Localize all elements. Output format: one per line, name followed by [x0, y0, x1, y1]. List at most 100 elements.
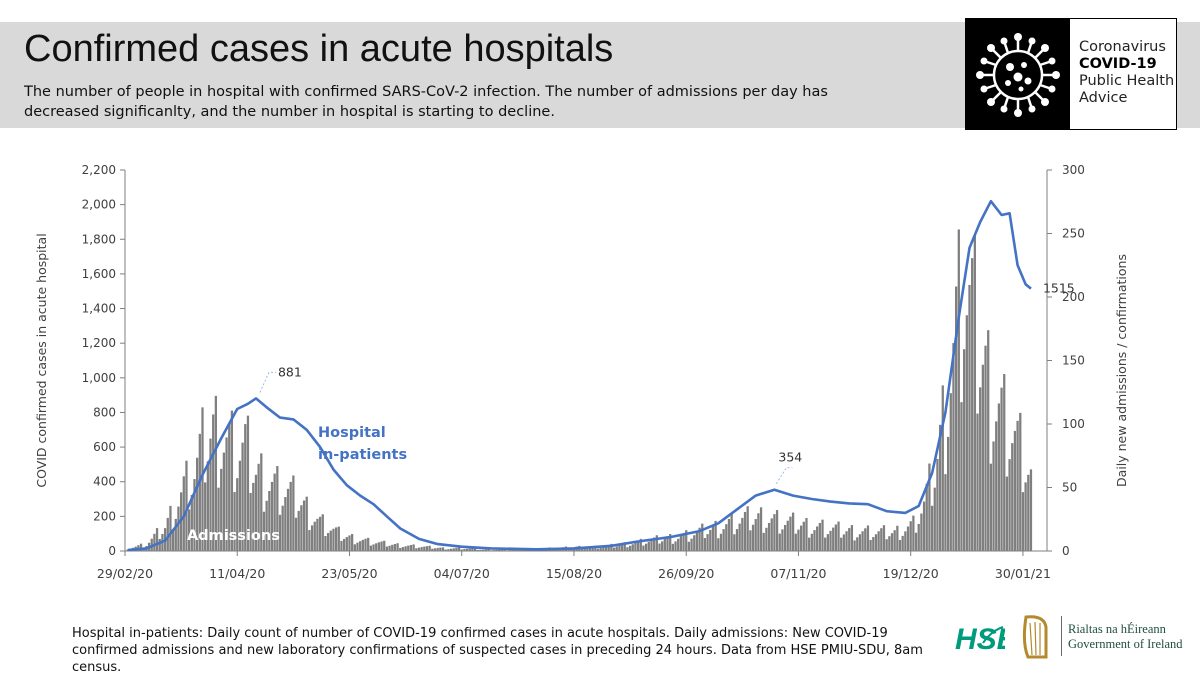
admissions-bar — [222, 452, 226, 551]
admissions-bar — [719, 533, 723, 551]
admissions-bar — [465, 548, 469, 551]
right-y-axis-title: Daily new admissions / confirmations — [1114, 254, 1129, 487]
admissions-bar — [214, 395, 217, 551]
gov-line-english: Government of Ireland — [1068, 637, 1183, 651]
admissions-bar — [361, 539, 364, 551]
admissions-bar — [1005, 476, 1009, 551]
admissions-bar — [631, 544, 634, 551]
admissions-bar — [313, 521, 316, 551]
admissions-bar — [794, 533, 797, 551]
left-y-tick-label: 2,200 — [82, 163, 116, 177]
admissions-bar — [190, 494, 193, 551]
admissions-bar — [481, 549, 485, 551]
admissions-bar — [286, 488, 290, 551]
admissions-bar — [880, 528, 883, 551]
x-tick-label: 04/07/20 — [434, 566, 490, 581]
admissions-bar — [204, 482, 207, 551]
admissions-bar — [666, 536, 669, 551]
admissions-bar — [257, 463, 260, 551]
badge-line-public-health: Public Health — [1079, 73, 1175, 89]
admissions-bar — [407, 545, 410, 551]
admissions-bar — [393, 544, 397, 551]
admissions-bar — [174, 518, 177, 551]
admissions-bar — [388, 545, 391, 551]
admissions-bar — [321, 514, 324, 551]
admissions-bar — [989, 463, 993, 551]
admissions-bar — [914, 532, 918, 551]
admissions-bar — [441, 547, 445, 551]
x-tick-label: 11/04/20 — [209, 566, 265, 581]
admissions-bar — [329, 530, 332, 551]
admissions-bar — [674, 541, 677, 551]
admissions-bar — [981, 364, 984, 551]
admissions-bar — [612, 547, 616, 551]
admissions-bar — [733, 534, 736, 551]
admissions-bar — [808, 537, 811, 551]
admissions-bar — [404, 546, 407, 551]
admissions-bar — [987, 330, 990, 551]
admissions-bar — [1013, 430, 1017, 551]
admissions-bar — [278, 514, 282, 551]
x-tick-label: 19/12/20 — [883, 566, 939, 581]
coronavirus-icon — [966, 19, 1070, 129]
admissions-bar — [433, 548, 437, 551]
badge-text: Coronavirus COVID-19 Public Health Advic… — [1079, 39, 1174, 107]
admissions-bar — [337, 526, 340, 551]
admissions-bar — [738, 523, 741, 551]
admissions-bar — [920, 513, 923, 551]
admissions-bar — [514, 549, 517, 551]
admissions-bar — [1003, 373, 1006, 551]
admissions-bar — [588, 546, 592, 551]
in-patients-line — [127, 199, 1032, 552]
admissions-bar — [580, 548, 584, 551]
x-tick-label: 30/01/21 — [995, 566, 1051, 581]
admissions-bar — [741, 517, 744, 551]
admissions-bar — [289, 481, 292, 551]
admissions-bar — [874, 534, 878, 551]
gov-line-irish: Rialtas na hÉireann — [1068, 622, 1166, 636]
admissions-bar — [965, 315, 968, 551]
admissions-bar — [586, 547, 589, 551]
admissions-bar — [484, 549, 487, 551]
admissions-bar — [661, 541, 664, 551]
admissions-bar — [604, 545, 608, 551]
admissions-bar — [832, 527, 835, 551]
admissions-bar — [778, 533, 781, 551]
admissions-bar — [249, 492, 252, 551]
admissions-bar — [816, 526, 819, 551]
annotation-354-leader — [775, 467, 793, 484]
admissions-bar — [711, 525, 715, 551]
admissions-bar — [639, 538, 642, 551]
admissions-bar — [995, 421, 998, 551]
admissions-bar — [949, 393, 952, 551]
admissions-bar — [898, 540, 902, 551]
admissions-bar — [139, 543, 143, 551]
admissions-bar — [759, 507, 763, 551]
admissions-bar — [294, 517, 298, 551]
admissions-bar — [431, 548, 434, 551]
admissions-bar — [946, 436, 950, 551]
admissions-bar — [866, 525, 870, 551]
admissions-series-label: Admissions — [187, 528, 280, 544]
badge-line-coronavirus: Coronavirus — [1079, 39, 1166, 55]
admissions-bar — [487, 549, 490, 551]
admissions-bar — [444, 549, 447, 551]
admissions-bar — [818, 523, 821, 551]
admissions-bar — [963, 349, 966, 551]
annotation-881-label: 881 — [278, 364, 302, 379]
admissions-bar — [1027, 474, 1030, 551]
admissions-bar — [636, 540, 640, 551]
admissions-bar — [850, 525, 854, 551]
admissions-bar — [837, 521, 840, 551]
admissions-bar — [960, 402, 963, 551]
admissions-bar — [308, 530, 311, 551]
admissions-bar — [276, 466, 279, 551]
admissions-bar — [682, 533, 685, 551]
admissions-bar — [679, 536, 683, 551]
gov-divider — [1061, 616, 1062, 656]
admissions-bar — [169, 505, 172, 551]
admissions-bar — [471, 548, 474, 551]
admissions-bar — [281, 505, 284, 551]
admissions-bar — [781, 529, 784, 551]
admissions-bar — [457, 547, 461, 551]
